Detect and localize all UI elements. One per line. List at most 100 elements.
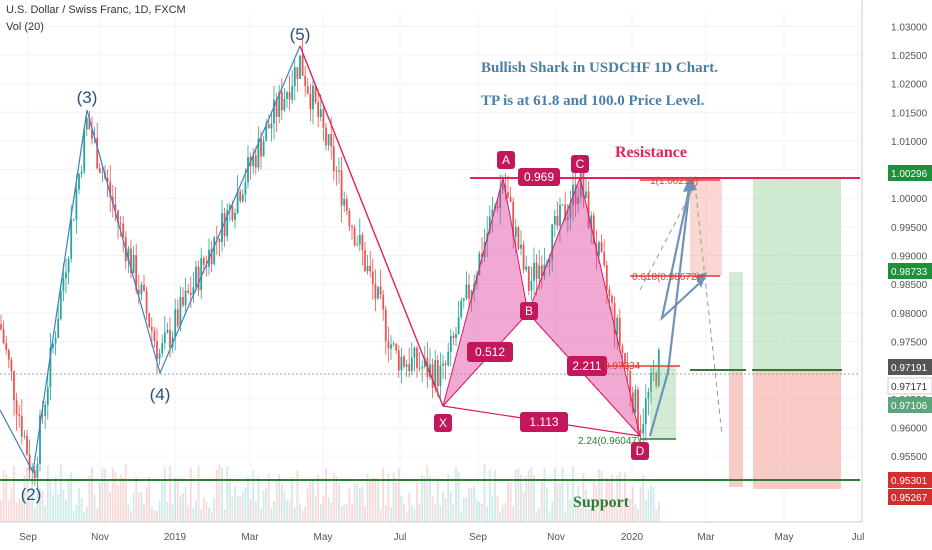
candle-body: [525, 266, 528, 270]
candle-body: [634, 389, 637, 412]
candle-body: [439, 365, 442, 387]
volume-bar: [15, 502, 18, 522]
candle-body: [499, 189, 502, 209]
x-tick-label: Nov: [547, 532, 565, 543]
candle-body: [150, 326, 153, 331]
zone-reward-3: [753, 177, 841, 369]
volume-bar: [447, 474, 450, 522]
volume-bar: [444, 497, 447, 522]
candle-body: [335, 171, 338, 172]
volume-bar: [327, 496, 330, 522]
time-axis[interactable]: [0, 522, 862, 550]
volume-bar: [421, 475, 424, 522]
volume-bar: [413, 508, 416, 522]
volume-bar: [46, 465, 49, 522]
candle-body: [631, 392, 634, 412]
volume-bar: [161, 481, 164, 522]
candle-body: [397, 350, 400, 371]
candle-body: [96, 137, 99, 169]
trade-zones: [650, 177, 841, 489]
volume-bars: [0, 464, 660, 522]
candle-body: [590, 215, 593, 228]
candle-body: [33, 470, 36, 478]
pattern-point-b: [520, 302, 538, 320]
volume-bar: [91, 467, 93, 522]
candle-body: [535, 262, 538, 279]
volume-bar: [117, 485, 119, 522]
volume-bar: [639, 487, 642, 522]
dashed-projection-up: [639, 184, 696, 291]
candle-body: [319, 109, 322, 118]
candle-body: [457, 317, 460, 335]
volume-bar: [504, 503, 507, 522]
candle-body: [78, 173, 80, 190]
candle-body: [621, 345, 624, 354]
volume-bar: [254, 501, 257, 522]
candle-body: [452, 335, 455, 338]
candle-body: [15, 400, 18, 415]
ratio-label-text: 0.969: [524, 170, 554, 184]
candle-body: [244, 182, 247, 195]
volume-bar: [574, 501, 577, 522]
volume-bar: [426, 465, 429, 522]
candle-body: [577, 196, 580, 205]
volume-bar: [88, 475, 91, 522]
volume-bar: [140, 491, 143, 522]
candle-body: [88, 117, 91, 130]
volume-bar: [481, 503, 483, 522]
candle-body: [114, 203, 117, 211]
volume-bar: [114, 472, 117, 522]
candle-body: [530, 280, 533, 291]
candle-body: [598, 242, 600, 256]
volume-bar: [241, 492, 244, 522]
candle-body: [387, 341, 390, 349]
zone-risk-3: [753, 369, 841, 489]
y-tick-label: 0.96000: [891, 423, 928, 434]
volume-bar: [356, 483, 359, 522]
volume-bar: [39, 488, 41, 522]
shark-leg-bcd: [527, 176, 641, 438]
annotation-line-2: TP is at 61.8 and 100.0 Price Level.: [481, 93, 705, 109]
volume-bar: [291, 477, 294, 522]
candle-body: [59, 290, 62, 319]
volume-bar: [83, 511, 86, 522]
volume-bar: [382, 467, 385, 522]
candle-body: [215, 237, 218, 239]
volume-bar: [416, 481, 418, 522]
candle-body: [143, 284, 145, 291]
volume-bar: [631, 486, 634, 522]
volume-bar: [569, 499, 572, 522]
candle-body: [140, 284, 143, 295]
volume-bar: [527, 470, 530, 522]
volume-bar: [267, 474, 270, 522]
candle-body: [616, 318, 619, 335]
candle-body: [213, 237, 216, 265]
candle-body: [117, 210, 119, 223]
volume-bar: [109, 492, 112, 522]
volume-bar: [473, 485, 476, 522]
volume-bar: [13, 465, 15, 522]
price-badge-text: 1.00296: [891, 169, 928, 180]
volume-bar: [364, 506, 366, 522]
candle-body: [80, 171, 83, 174]
candle-body: [358, 234, 361, 245]
volume-bar: [423, 476, 426, 522]
volume-bar: [215, 470, 218, 522]
volume-bar: [590, 504, 593, 522]
volume-bar: [603, 500, 606, 522]
volume-bar: [377, 481, 379, 522]
candle-body: [312, 85, 314, 110]
candle-body: [169, 329, 171, 348]
candle-body: [156, 341, 158, 359]
volume-bar: [192, 507, 195, 522]
candle-body: [179, 296, 182, 326]
volume-bar: [270, 507, 273, 522]
candle-body: [13, 371, 15, 401]
candle-body: [288, 92, 291, 100]
volume-bar: [652, 487, 655, 522]
candle-body: [509, 197, 512, 202]
candle-body: [98, 168, 101, 173]
candle-body: [564, 204, 567, 220]
candle-body: [46, 387, 49, 405]
